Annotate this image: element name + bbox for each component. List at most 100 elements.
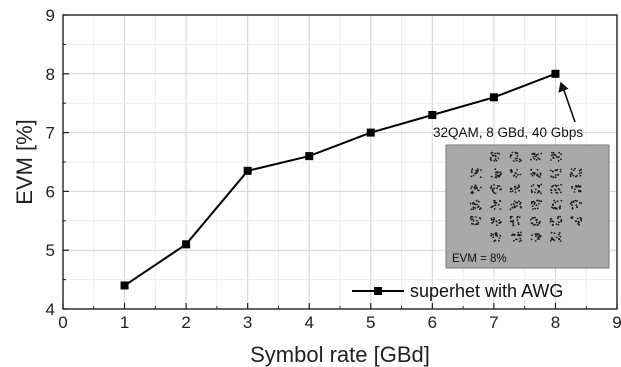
constellation-dot: [519, 203, 521, 206]
constellation-dot: [537, 157, 539, 159]
constellation-dot: [555, 191, 557, 194]
constellation-dot: [510, 203, 513, 206]
constellation-dot: [553, 232, 556, 235]
constellation-dot: [532, 171, 535, 174]
constellation-dot: [560, 219, 563, 222]
constellation-dot: [574, 175, 577, 178]
constellation-dot: [576, 206, 578, 209]
data-point: [243, 166, 252, 175]
constellation-dot: [493, 160, 496, 162]
constellation-dot: [579, 174, 582, 177]
x-axis-label: Symbol rate [GBd]: [250, 342, 430, 367]
constellation-dot: [498, 219, 501, 222]
constellation-dot: [513, 205, 516, 208]
y-tick-label: 9: [46, 6, 55, 25]
constellation-dot: [535, 204, 538, 207]
constellation-dot: [560, 220, 562, 223]
constellation-dot: [492, 190, 494, 193]
constellation-dot: [509, 190, 512, 193]
constellation-dot: [518, 216, 521, 219]
constellation-dot: [490, 234, 492, 237]
constellation-dot: [530, 238, 533, 241]
constellation-dot: [474, 188, 477, 190]
constellation-dot: [497, 174, 500, 177]
constellation-dot: [518, 233, 520, 236]
constellation-dot: [554, 184, 557, 187]
constellation-dot: [477, 189, 479, 192]
constellation-dot: [517, 186, 520, 189]
constellation-dot: [553, 239, 556, 242]
constellation-dot: [558, 231, 561, 234]
constellation-dot: [550, 231, 553, 234]
annotation-arrowhead: [558, 81, 569, 93]
constellation-dot: [495, 220, 498, 223]
constellation-dot: [489, 157, 492, 159]
constellation-dot: [537, 236, 540, 239]
constellation-dot: [493, 201, 496, 204]
constellation-dot: [552, 184, 555, 187]
constellation-dot: [549, 169, 552, 172]
constellation-dot: [493, 218, 496, 221]
constellation-dot: [557, 174, 559, 176]
constellation-dot: [512, 222, 514, 224]
constellation-dot: [476, 187, 478, 190]
constellation-dot: [490, 185, 493, 187]
constellation-dot: [554, 189, 557, 192]
constellation-dot: [470, 169, 473, 172]
constellation-dot: [555, 169, 558, 172]
constellation-dot: [576, 200, 578, 203]
constellation-dot: [539, 174, 542, 176]
x-tick-label: 1: [120, 313, 129, 332]
constellation-dot: [475, 169, 477, 172]
constellation-dot: [513, 239, 515, 242]
constellation-dot: [553, 199, 556, 202]
constellation-dot: [557, 184, 559, 187]
constellation-dot: [552, 204, 554, 207]
constellation-dot: [514, 186, 516, 189]
constellation-dot: [555, 236, 558, 239]
constellation-dot: [549, 218, 552, 221]
constellation-dot: [520, 231, 522, 234]
constellation-dot: [557, 160, 560, 162]
constellation-dot: [550, 154, 553, 157]
constellation-dot: [478, 216, 481, 219]
x-tick-label: 2: [181, 313, 190, 332]
constellation-dot: [559, 235, 562, 238]
constellation-dot: [579, 216, 582, 219]
constellation-dot: [495, 176, 498, 179]
constellation-dot: [534, 172, 536, 174]
constellation-dot: [496, 224, 498, 227]
data-point: [551, 69, 560, 78]
constellation-dot: [551, 151, 553, 154]
constellation-dot: [490, 187, 492, 189]
constellation-dot: [577, 184, 580, 187]
constellation-dot: [513, 234, 515, 237]
constellation-dot: [517, 221, 520, 224]
constellation-dot: [492, 220, 495, 223]
constellation-dot: [520, 234, 522, 237]
x-tick-label: 9: [612, 313, 621, 332]
constellation-dot: [470, 191, 473, 194]
constellation-dot: [533, 173, 536, 176]
constellation-dot: [573, 191, 576, 193]
constellation-dot: [519, 237, 522, 240]
constellation-dot: [531, 205, 534, 208]
constellation-dot: [475, 199, 478, 202]
constellation-dot: [551, 206, 553, 209]
constellation-dot: [512, 160, 515, 162]
constellation-dot: [560, 153, 563, 156]
constellation-dot: [536, 168, 539, 171]
constellation-dot: [557, 215, 560, 218]
constellation-dot: [511, 234, 513, 237]
constellation-dot: [470, 208, 473, 211]
constellation-dot: [516, 168, 518, 171]
constellation-dot: [512, 233, 514, 236]
constellation-dot: [493, 240, 496, 243]
constellation-dot: [540, 183, 543, 186]
data-point: [305, 152, 314, 161]
constellation-dot: [512, 224, 515, 227]
constellation-dot: [569, 175, 572, 178]
constellation-dot: [531, 153, 533, 155]
constellation-dot: [514, 157, 517, 160]
constellation-dot: [509, 215, 512, 218]
